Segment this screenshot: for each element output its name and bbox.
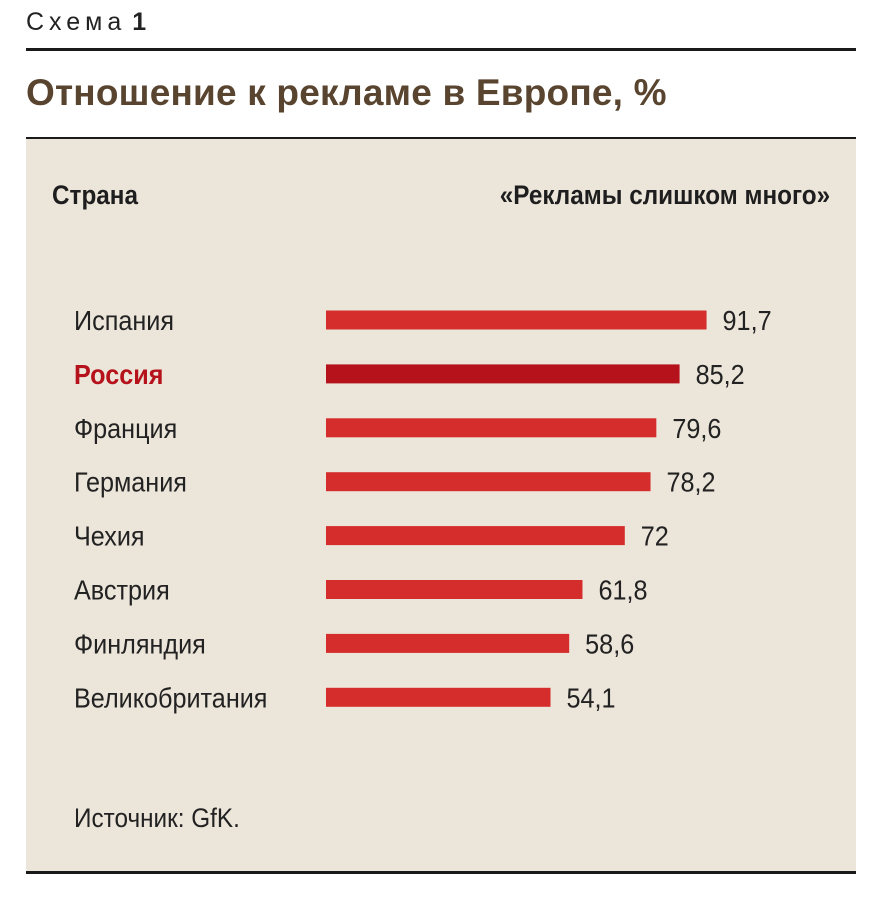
top-rule	[26, 48, 856, 51]
schema-number: 1	[132, 8, 147, 36]
value-label: 91,7	[723, 305, 772, 337]
value-label: 61,8	[598, 574, 647, 606]
bar	[326, 364, 680, 384]
value-label: 79,6	[672, 413, 721, 445]
category-label: Испания	[74, 305, 174, 337]
bar	[326, 418, 657, 438]
bar-row: Финляндия 58,6	[74, 628, 634, 660]
category-label: Чехия	[74, 520, 145, 552]
figure-number: Схема 1	[26, 8, 146, 37]
value-label: 85,2	[696, 359, 745, 391]
bar	[326, 633, 570, 653]
bar-row: Германия 78,2	[74, 466, 716, 498]
bottom-rule	[26, 871, 856, 874]
category-label: Великобритания	[74, 682, 267, 714]
bar-row: Россия 85,2	[74, 359, 745, 391]
bar	[326, 310, 707, 330]
bar-row: Великобритания 54,1	[74, 682, 616, 714]
category-label: Австрия	[74, 574, 170, 606]
chart-panel	[26, 139, 856, 871]
value-label: 78,2	[667, 466, 716, 498]
source-note: Источник: GfK.	[74, 803, 240, 833]
bar	[326, 580, 583, 599]
bar-row: Испания 91,7	[74, 305, 772, 337]
bar	[326, 472, 651, 492]
category-label: Финляндия	[74, 628, 206, 660]
bar-row: Чехия 72	[74, 520, 669, 552]
bar-row: Австрия 61,8	[74, 574, 648, 606]
value-label: 72	[641, 520, 669, 552]
value-label: 58,6	[585, 628, 634, 660]
bar-row: Франция 79,6	[74, 413, 721, 445]
schema-label: Схема	[26, 8, 127, 36]
column-header-country: Страна	[52, 180, 139, 210]
bar	[326, 687, 551, 707]
chart-title: Отношение к рекламе в Европе, %	[26, 72, 667, 113]
column-header-value: «Рекламы слишком много»	[499, 180, 830, 210]
bar	[326, 526, 625, 546]
category-label: Германия	[74, 466, 187, 498]
category-label: Россия	[74, 359, 163, 391]
value-label: 54,1	[567, 682, 616, 714]
category-label: Франция	[74, 413, 177, 445]
title-rule	[26, 137, 856, 139]
